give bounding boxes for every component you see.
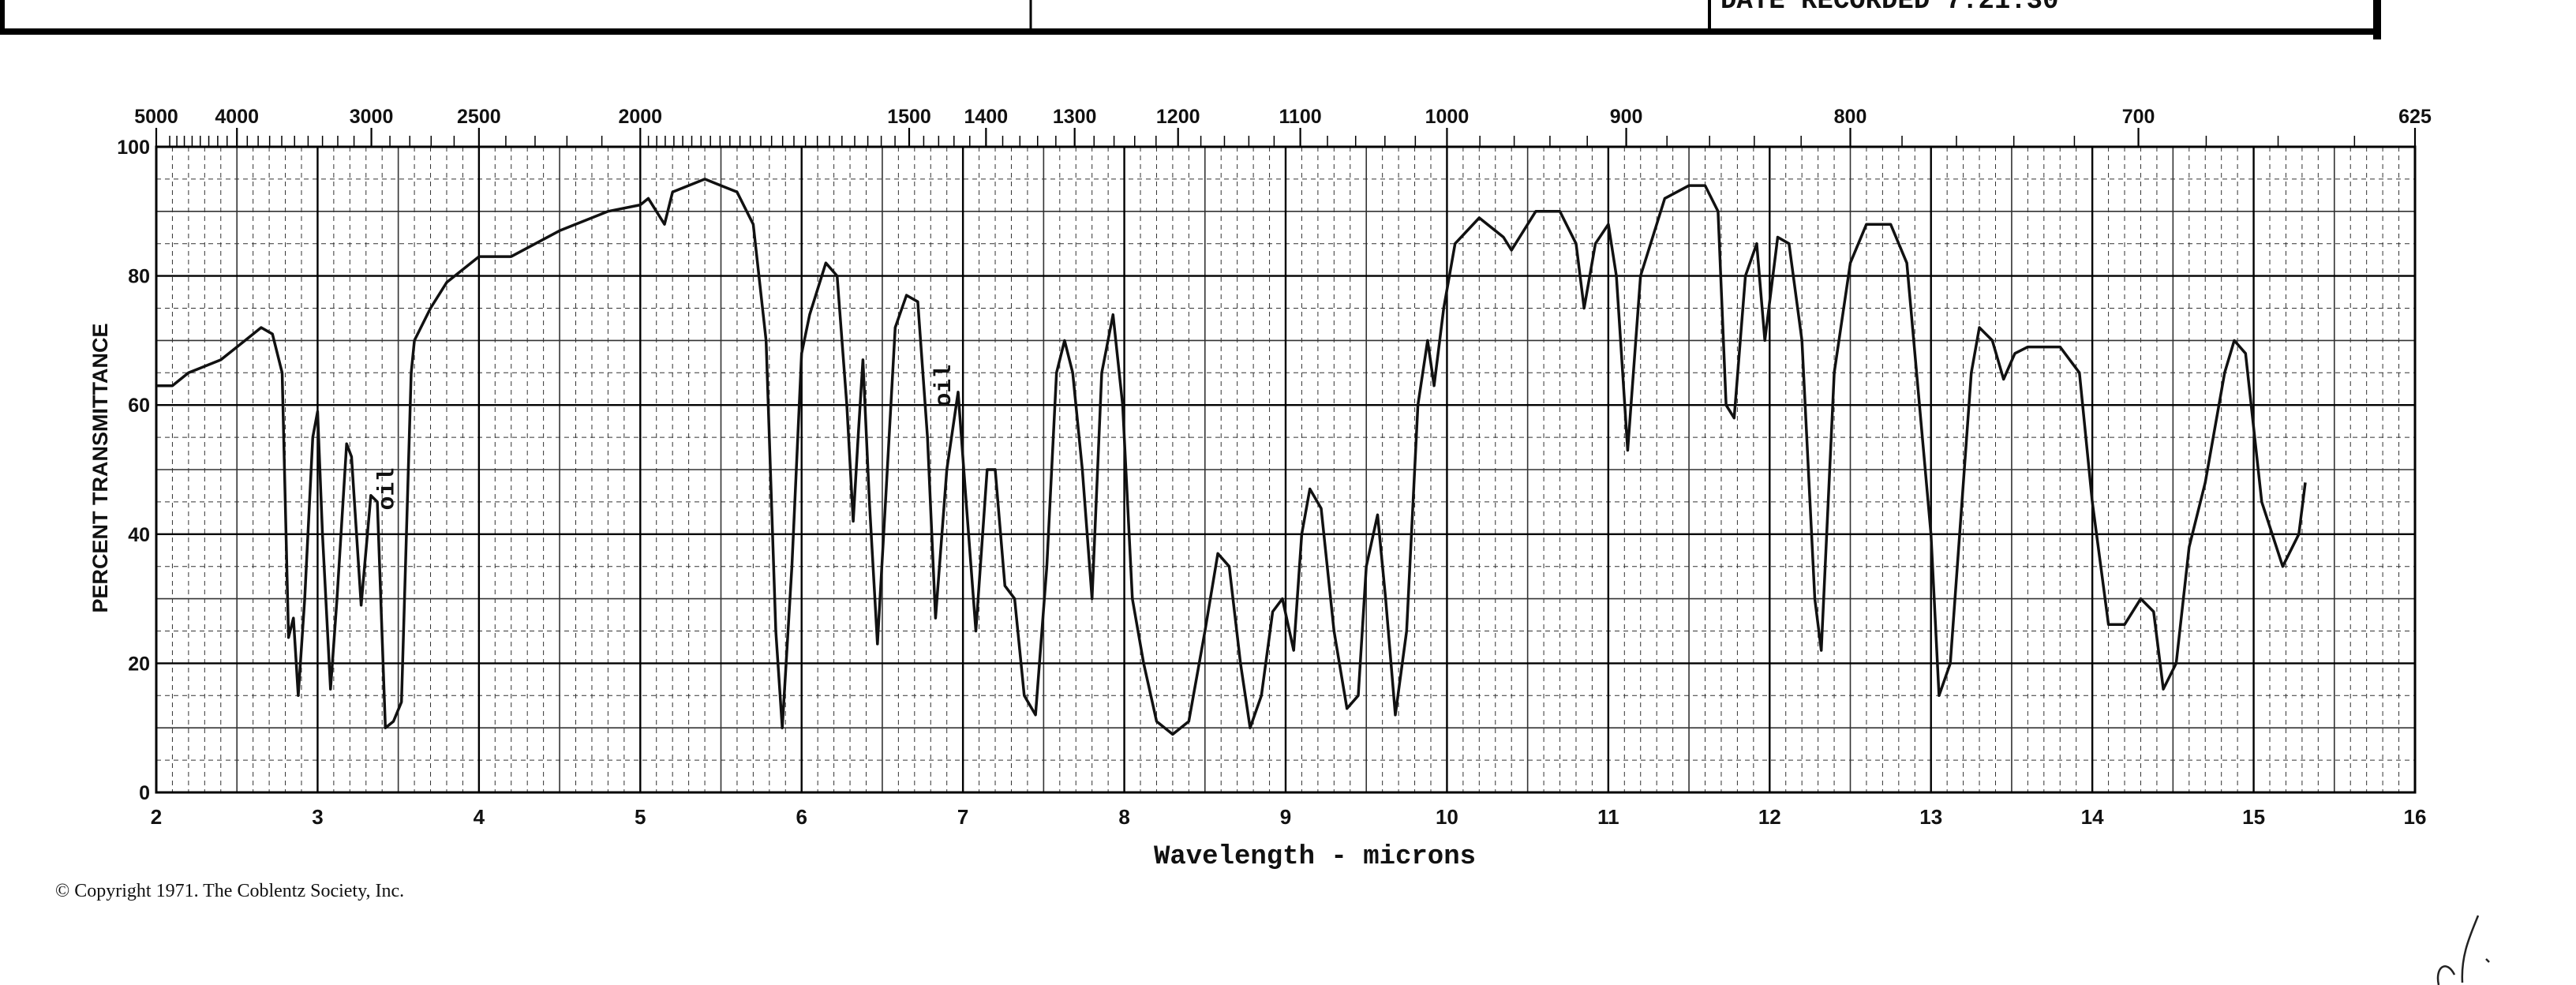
x-tick-label: 6 <box>796 805 807 829</box>
x-tick-label: 5 <box>635 805 646 829</box>
x-axis-label: Wavelength - microns <box>1154 842 1476 872</box>
y-axis-label: PERCENT TRANSMITTANCE <box>88 324 112 613</box>
x-tick-label: 7 <box>957 805 968 829</box>
top-tick-label: 1100 <box>1279 106 1321 128</box>
top-tick-label: 800 <box>1834 106 1867 128</box>
top-tick-label: 2000 <box>618 106 662 128</box>
x-tick-label: 15 <box>2242 805 2265 829</box>
x-tick-label: 4 <box>474 805 485 829</box>
top-tick-label: 1500 <box>887 106 931 128</box>
x-tick-label: 11 <box>1597 805 1619 829</box>
x-tick-label: 12 <box>1758 805 1781 829</box>
x-tick-label: 9 <box>1280 805 1291 829</box>
annotations: oil oil <box>375 365 958 511</box>
x-tick-label: 8 <box>1118 805 1129 829</box>
top-tick-label: 2500 <box>457 106 501 128</box>
x-tick-label: 10 <box>1436 805 1458 829</box>
top-tick-labels: 5000 4000 3000 2500 2000 1500 1400 1300 1200 1100… <box>134 106 2432 128</box>
top-tick-label: 1300 <box>1053 106 1097 128</box>
top-tick-label: 1000 <box>1425 106 1470 128</box>
header-box: DATE RECORDED 7.21.30 <box>0 0 2381 39</box>
y-tick-labels: 0 20 40 60 80 100 <box>117 137 150 804</box>
top-tick-label: 4000 <box>215 106 259 128</box>
top-tick-label: 700 <box>2122 106 2155 128</box>
plot-frame <box>155 145 2417 794</box>
y-tick-label: 100 <box>117 137 150 159</box>
annotation-oil: oil <box>375 468 402 511</box>
y-tick-label: 20 <box>128 653 150 675</box>
top-tick-label: 3000 <box>350 106 394 128</box>
annotation-oil: oil <box>931 365 958 407</box>
x-tick-label: 14 <box>2081 805 2104 829</box>
copyright-text: © Copyright 1971. The Coblentz Society, … <box>55 881 404 901</box>
x-tick-labels: 2 3 4 5 6 7 8 9 10 11 12 13 14 15 16 <box>151 805 2427 829</box>
x-tick-label: 3 <box>312 805 323 829</box>
handwritten-mark <box>2436 915 2490 985</box>
x-tick-label: 13 <box>1919 805 1942 829</box>
top-tick-label: 1400 <box>964 106 1009 128</box>
spectrum-line <box>156 178 2307 736</box>
y-tick-label: 0 <box>139 782 150 804</box>
top-tick-label: 900 <box>1610 106 1643 128</box>
top-tick-label: 1200 <box>1156 106 1200 128</box>
y-tick-label: 60 <box>128 395 150 417</box>
top-tick-label: 625 <box>2398 106 2432 128</box>
top-axis-ticks <box>155 128 2417 147</box>
top-tick-label: 5000 <box>134 106 178 128</box>
header-top-text: DATE RECORDED 7.21.30 <box>1720 0 2058 17</box>
x-tick-label: 2 <box>151 805 162 829</box>
y-tick-label: 40 <box>128 524 150 546</box>
x-tick-label: 16 <box>2404 805 2427 829</box>
y-tick-label: 80 <box>128 266 150 288</box>
